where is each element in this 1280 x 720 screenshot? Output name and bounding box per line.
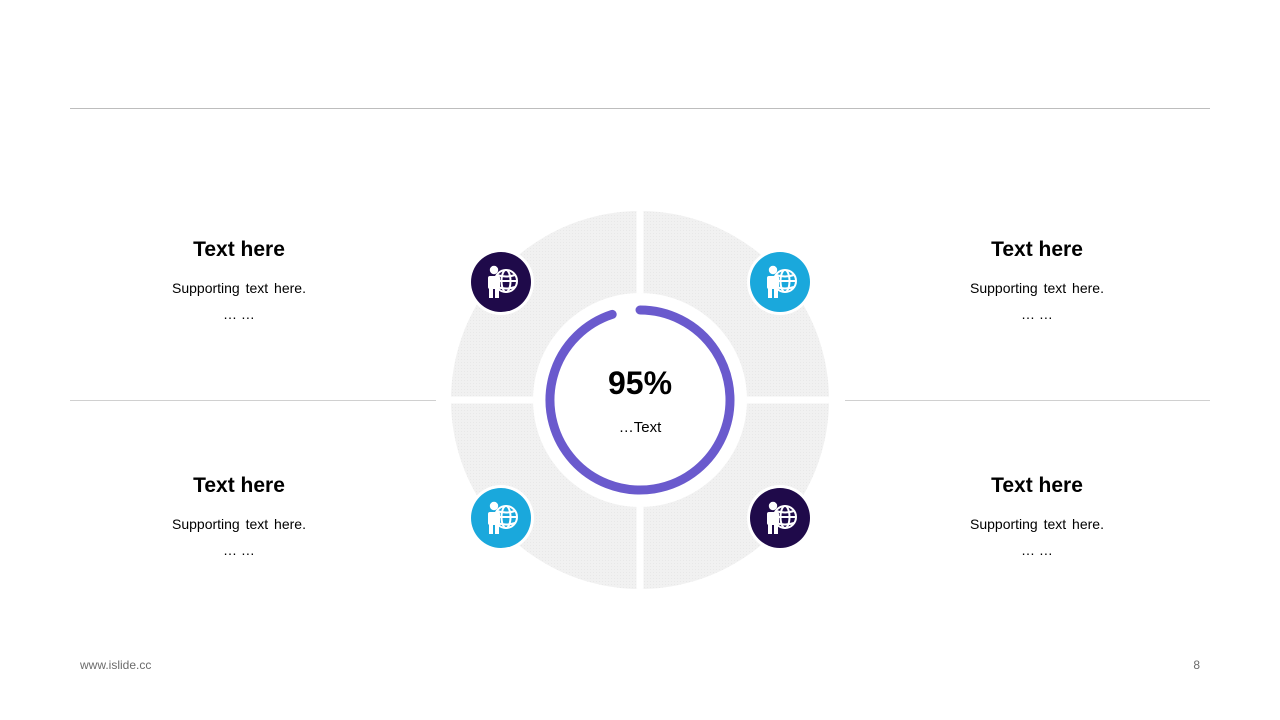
block-ellipsis: … … xyxy=(223,306,255,322)
right-divider xyxy=(845,400,1210,401)
person-globe-icon xyxy=(468,249,534,315)
block-ellipsis: … … xyxy=(1021,542,1053,558)
text-block-bottom-right: Text here Supporting text here. … … xyxy=(887,474,1187,559)
footer-url: www.islide.cc xyxy=(80,658,152,672)
block-title: Text here xyxy=(991,238,1083,261)
block-supporting-text: Supporting text here. xyxy=(970,516,1104,532)
block-supporting-text: Supporting text here. xyxy=(970,280,1104,296)
text-block-top-right: Text here Supporting text here. … … xyxy=(887,238,1187,323)
block-ellipsis: … … xyxy=(1021,306,1053,322)
left-divider xyxy=(70,400,436,401)
page-number: 8 xyxy=(1193,658,1200,672)
block-supporting-text: Supporting text here. xyxy=(172,280,306,296)
center-percentage: 95% xyxy=(607,365,673,401)
block-title: Text here xyxy=(991,474,1083,497)
text-block-top-left: Text here Supporting text here. … … xyxy=(89,238,389,323)
person-globe-icon xyxy=(747,485,813,551)
block-title: Text here xyxy=(193,238,285,261)
block-ellipsis: … … xyxy=(223,542,255,558)
progress-ring xyxy=(545,305,735,495)
center-label: …Text xyxy=(618,419,662,436)
quadrant-diagram xyxy=(450,211,829,589)
top-divider xyxy=(70,108,1210,109)
person-globe-icon xyxy=(747,249,813,315)
person-globe-icon xyxy=(468,485,534,551)
block-title: Text here xyxy=(193,474,285,497)
block-supporting-text: Supporting text here. xyxy=(172,516,306,532)
text-block-bottom-left: Text here Supporting text here. … … xyxy=(89,474,389,559)
